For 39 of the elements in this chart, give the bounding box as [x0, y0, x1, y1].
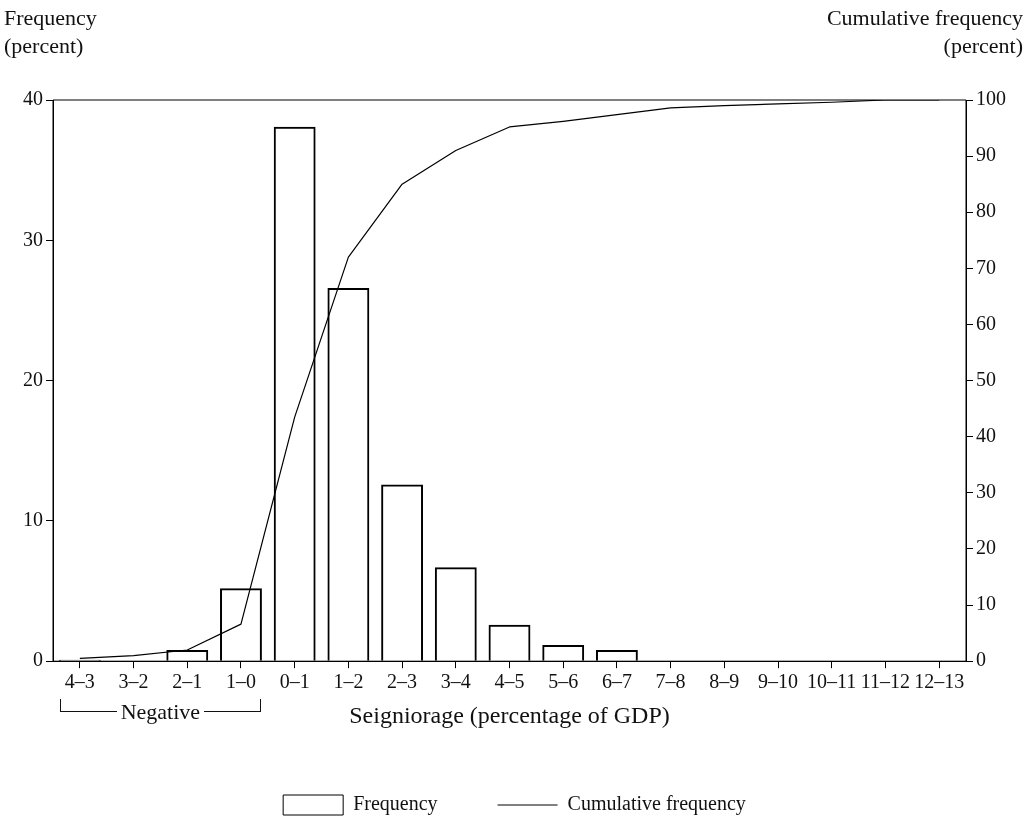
legend-label: Frequency: [353, 792, 438, 816]
y-tick-label: 30: [23, 227, 43, 250]
x-tick-label: 7–8: [655, 670, 686, 693]
x-tick-label: 0–1: [279, 670, 310, 693]
x-axis-title: Seigniorage (percentage of GDP): [349, 701, 670, 728]
y2-tick-label: 90: [976, 143, 996, 166]
x-tick-label: 11–12: [860, 670, 911, 693]
y2-tick-label: 40: [976, 423, 996, 446]
y2-tick-label: 0: [976, 648, 986, 671]
y-tick-label: 0: [33, 648, 43, 671]
y2-tick-label: 100: [976, 87, 1006, 110]
x-tick-label: 4–5: [494, 670, 525, 693]
y2-tick-label: 20: [976, 536, 996, 559]
y-tick-label: 20: [23, 367, 43, 390]
x-tick-label: 5–6: [548, 670, 579, 693]
x-tick-label: 9–10: [758, 670, 799, 693]
y2-tick-label: 50: [976, 367, 996, 390]
x-tick-label: 2–3: [387, 670, 418, 693]
y-tick-label: 10: [23, 508, 43, 531]
x-tick-label: 3–4: [440, 670, 471, 693]
y2-tick-label: 80: [976, 199, 996, 222]
x-tick-label: 6–7: [601, 670, 632, 693]
x-tick-label: 10–11: [807, 670, 857, 693]
y2-axis-title: Cumulative frequency (percent): [825, 4, 1023, 60]
x-tick-label: 1–2: [333, 670, 364, 693]
x-tick-label: 12–13: [914, 670, 965, 693]
y-tick-label: 40: [23, 87, 43, 110]
x-tick-label: 2–1: [172, 670, 203, 693]
y2-tick-label: 30: [976, 480, 996, 503]
x-tick-label: 8–9: [709, 670, 740, 693]
x-tick-label: 1–0: [225, 670, 256, 693]
x-tick-label: 3–2: [118, 670, 149, 693]
y2-tick-label: 60: [976, 311, 996, 334]
x-tick-label: 4–3: [64, 670, 95, 693]
y-axis-title: Frequency (percent): [4, 4, 98, 60]
y2-tick-label: 70: [976, 255, 996, 278]
text: Negative: [119, 699, 202, 725]
legend-label: Cumulative frequency: [567, 792, 746, 816]
y2-tick-label: 10: [976, 592, 996, 615]
